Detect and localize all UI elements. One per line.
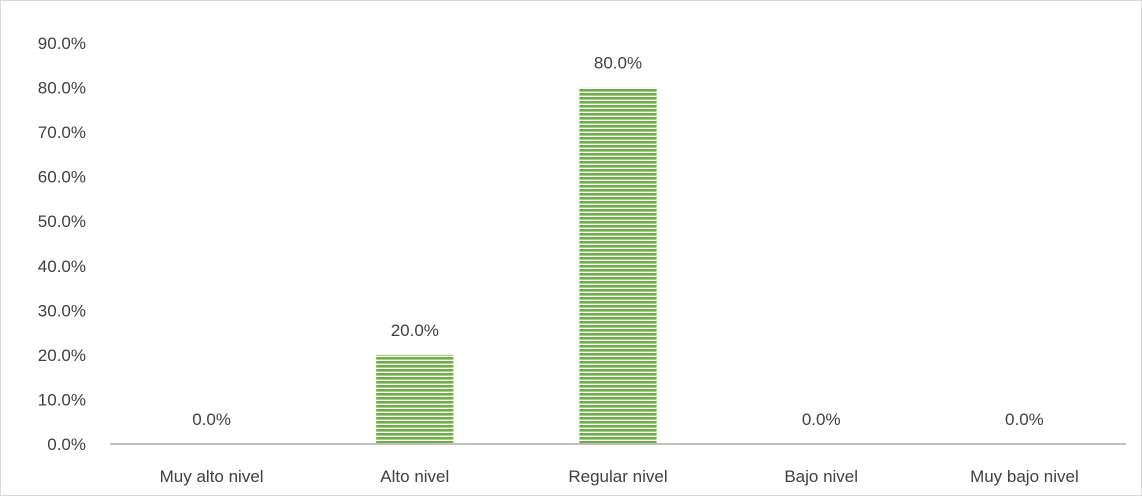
bar [376, 354, 454, 444]
y-tick-label: 90.0% [38, 34, 86, 53]
bar-data-label: 80.0% [594, 54, 642, 73]
y-tick-label: 0.0% [47, 435, 86, 454]
bar [579, 87, 657, 445]
category-label: Muy bajo nivel [970, 467, 1079, 486]
bar-data-label: 0.0% [192, 410, 231, 429]
y-tick-label: 20.0% [38, 346, 86, 365]
y-tick-label: 80.0% [38, 79, 86, 98]
bar-data-label: 0.0% [1005, 410, 1044, 429]
x-axis-category-labels: Muy alto nivel Alto nivel Regular nivel Baj… [160, 467, 1079, 486]
y-tick-label: 40.0% [38, 257, 86, 276]
y-tick-label: 50.0% [38, 212, 86, 231]
bar-data-label: 0.0% [802, 410, 841, 429]
y-tick-label: 10.0% [38, 390, 86, 409]
category-label: Bajo nivel [784, 467, 858, 486]
bar-data-label: 20.0% [391, 321, 439, 340]
category-label: Regular nivel [568, 467, 667, 486]
y-axis-tick-labels: 0.0% 10.0% 20.0% 30.0% 40.0% 50.0% 60.0% 70.0% 8… [38, 34, 86, 454]
y-tick-label: 60.0% [38, 168, 86, 187]
y-tick-label: 70.0% [38, 123, 86, 142]
data-labels-group: 0.0% 20.0% 80.0% 0.0% 0.0% [192, 54, 1044, 429]
category-label: Alto nivel [380, 467, 449, 486]
bars-group [376, 87, 657, 445]
category-label: Muy alto nivel [160, 467, 264, 486]
y-tick-label: 30.0% [38, 301, 86, 320]
